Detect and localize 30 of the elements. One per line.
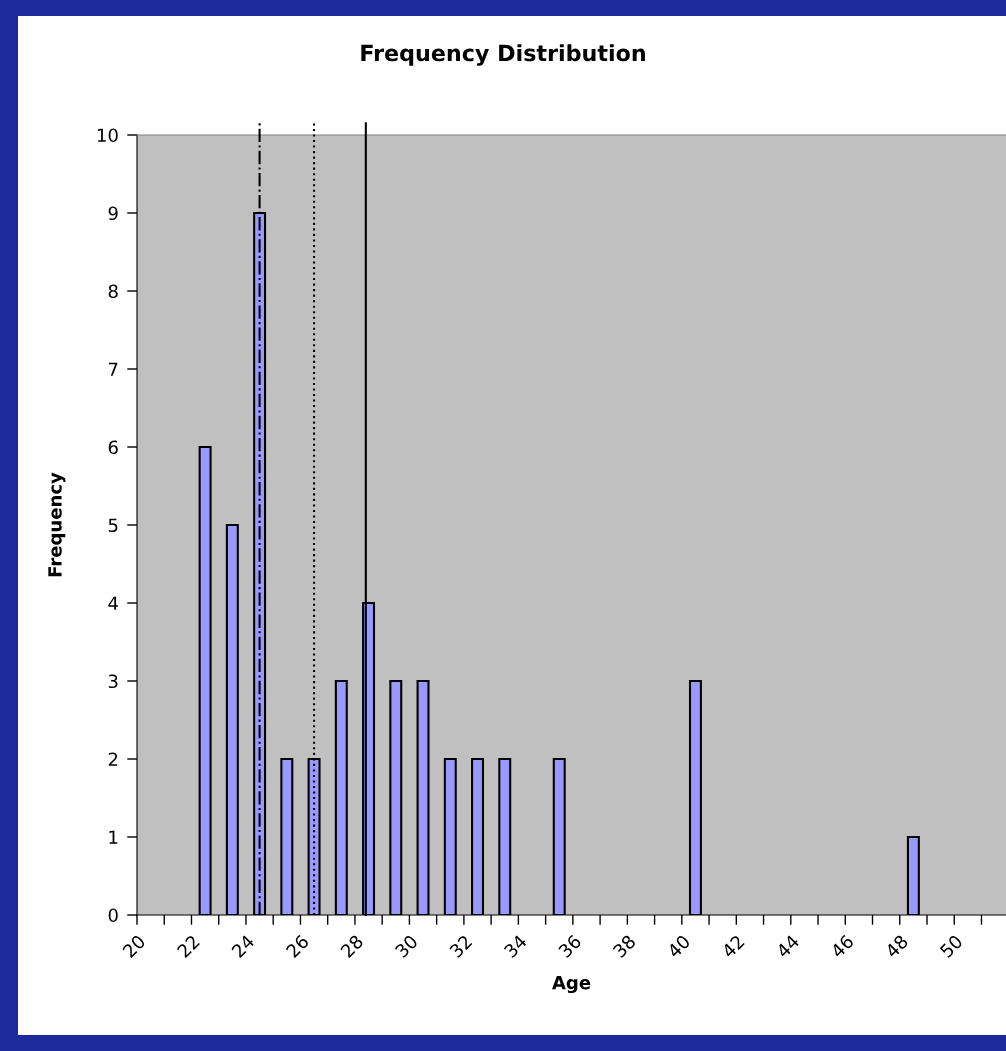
x-tick-label: 30 [394,934,419,959]
y-tick-label: 6 [108,440,118,455]
y-tick-label: 4 [108,596,118,610]
x-tick-label: 34 [503,934,528,959]
x-tick-label: 26 [285,934,310,959]
y-tick-label: 0 [108,908,118,923]
x-tick-label: 22 [176,934,200,959]
x-tick-label: 44 [775,934,800,959]
y-tick-label: 5 [108,518,118,533]
chart-title: Frequency Distribution [361,44,645,66]
y-tick-label: 8 [108,284,118,299]
x-tick-label: 48 [884,934,909,959]
x-axis-title: Age [552,975,591,994]
y-tick-label: 3 [108,674,118,689]
x-tick-label: 32 [448,934,473,959]
y-tick-label: 10 [97,128,118,143]
x-tick-label: 38 [612,934,637,959]
y-axis-title: Frequency [48,472,66,577]
y-tick-label: 2 [108,752,118,766]
x-tick-label: 36 [557,934,582,959]
y-tick-label: 1 [109,830,118,844]
x-tick-label: 50 [939,934,964,959]
x-tick-label: 24 [230,934,255,959]
y-tick-label: 7 [108,362,118,376]
x-tick-label: 28 [339,934,364,959]
x-tick-label: 42 [720,934,745,959]
x-tick-label: 20 [121,934,147,959]
x-tick-label: 40 [666,934,691,959]
x-tick-label: 46 [829,934,855,959]
y-tick-label: 9 [108,206,118,221]
